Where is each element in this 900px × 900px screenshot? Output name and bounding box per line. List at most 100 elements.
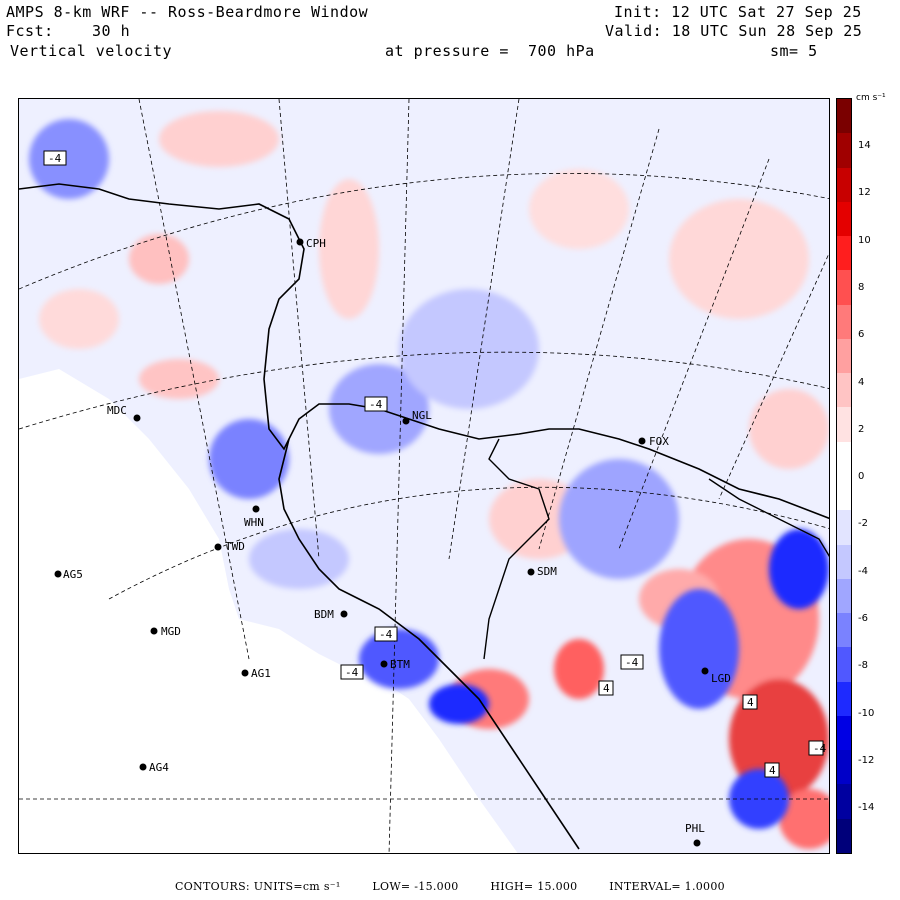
smoothing-label: sm= 5	[770, 42, 818, 60]
colorbar-cell	[837, 784, 851, 820]
svg-text:TWD: TWD	[225, 540, 245, 553]
contours-units: CONTOURS: UNITS=cm s⁻¹	[175, 880, 341, 893]
svg-text:SDM: SDM	[537, 565, 557, 578]
svg-text:-4: -4	[813, 742, 827, 755]
svg-text:4: 4	[603, 682, 610, 695]
svg-text:4: 4	[769, 764, 776, 777]
colorbar-tick-label: 0	[858, 471, 865, 483]
contour-info: CONTOURS: UNITS=cm s⁻¹ LOW= -15.000 HIGH…	[0, 880, 900, 893]
valid-time: Valid: 18 UTC Sun 28 Sep 25	[605, 22, 863, 40]
colorbar-cell	[837, 715, 851, 751]
colorbar-cell	[837, 818, 851, 854]
variable-label: Vertical velocity	[10, 42, 173, 60]
colorbar-cell	[837, 578, 851, 614]
svg-text:MGD: MGD	[161, 625, 181, 638]
init-time: Init: 12 UTC Sat 27 Sep 25	[614, 3, 862, 21]
colorbar-tick-label: -14	[858, 802, 875, 814]
contour-labels: -4 -4 -4 -4 -4 4 4 4 -4	[43, 150, 827, 778]
colorbar-cell	[837, 441, 851, 477]
svg-text:AG4: AG4	[149, 761, 169, 774]
station-phl: PHL	[685, 822, 705, 847]
colorbar-tick-label: 14	[858, 140, 871, 151]
colorbar-cell	[837, 407, 851, 443]
colorbar-tick-label: -8	[858, 660, 868, 672]
colorbar-cell	[837, 750, 851, 785]
station-mdc: MDC	[107, 404, 141, 422]
colorbar-tick-label: -6	[858, 613, 868, 624]
colorbar-cell	[837, 544, 851, 580]
map-canvas: -4 -4 -4 -4 -4 4 4 4 -4 CPH MDC NGL FOX …	[19, 99, 829, 853]
svg-text:FOX: FOX	[649, 435, 669, 448]
station-fox: FOX	[638, 435, 669, 448]
contour-label: -4	[620, 654, 644, 670]
station-cph: CPH	[296, 237, 326, 250]
svg-text:MDC: MDC	[107, 404, 127, 417]
colorbar	[836, 98, 852, 854]
colorbar-cell	[837, 99, 851, 134]
colorbar-tick-label: 2	[858, 423, 865, 435]
contour-label: -4	[43, 150, 67, 166]
colorbar-cell	[837, 201, 851, 237]
contours-high: HIGH= 15.000	[490, 880, 578, 893]
colorbar-cell	[837, 373, 851, 408]
contours-low: LOW= -15.000	[372, 880, 459, 893]
svg-text:-4: -4	[369, 398, 383, 411]
colorbar-tick-label: -12	[858, 754, 875, 766]
downward-motion-patches	[29, 119, 829, 829]
forecast-label: Fcst:	[6, 22, 54, 40]
grounding-line	[483, 438, 550, 660]
svg-text:AG1: AG1	[251, 667, 271, 680]
station-ag5: AG5	[54, 568, 83, 581]
svg-text:LGD: LGD	[711, 672, 731, 685]
svg-text:NGL: NGL	[412, 409, 432, 422]
contour-label: 4	[764, 762, 780, 778]
colorbar-units: cm s⁻¹	[856, 93, 886, 103]
station-whn: WHN	[244, 505, 264, 529]
svg-text:PHL: PHL	[685, 822, 705, 835]
pressure-level: at pressure = 700 hPa	[385, 42, 595, 60]
colorbar-tick-label: 6	[858, 329, 865, 341]
colorbar-tick-label: 10	[858, 234, 871, 246]
contour-label: -4	[364, 396, 388, 412]
svg-text:BTM: BTM	[390, 658, 410, 671]
colorbar-cell	[837, 338, 851, 374]
vertical-velocity-map: -4 -4 -4 -4 -4 4 4 4 -4 CPH MDC NGL FOX …	[18, 98, 830, 854]
colorbar-cell	[837, 681, 851, 717]
colorbar-tick-label: -10	[858, 707, 875, 719]
station-bdm: BDM	[314, 608, 348, 621]
colorbar-tick-label: 4	[858, 376, 865, 388]
svg-text:BDM: BDM	[314, 608, 334, 621]
contour-label: -4	[808, 740, 827, 756]
contours-interval: INTERVAL= 1.0000	[609, 880, 725, 893]
colorbar-cell	[837, 613, 851, 648]
colorbar-cell	[837, 270, 851, 306]
contour-label: 4	[598, 680, 614, 696]
svg-text:AG5: AG5	[63, 568, 83, 581]
svg-text:-4: -4	[625, 656, 639, 669]
station-lgd: LGD	[701, 667, 731, 685]
contour-label: -4	[374, 626, 398, 642]
transantarctic-coast	[278, 438, 580, 850]
no-data-region	[19, 369, 518, 853]
svg-text:WHN: WHN	[244, 516, 264, 529]
ross-ice-shelf-front	[19, 183, 829, 520]
station-sdm: SDM	[527, 565, 557, 578]
forecast-hours: 30 h	[92, 22, 131, 40]
colorbar-cell	[837, 236, 851, 271]
svg-text:CPH: CPH	[306, 237, 326, 250]
svg-text:-4: -4	[48, 152, 62, 165]
svg-text:4: 4	[747, 696, 754, 709]
station-btm: BTM	[380, 658, 410, 671]
colorbar-tick-label: -4	[858, 565, 868, 577]
station-ag1: AG1	[241, 667, 271, 680]
station-ngl: NGL	[402, 409, 432, 425]
colorbar-cell	[837, 476, 851, 511]
colorbar-cell	[837, 167, 851, 203]
map-title: AMPS 8-km WRF -- Ross-Beardmore Window	[6, 3, 369, 21]
station-twd: TWD	[214, 540, 245, 553]
colorbar-tick-label: 8	[858, 281, 865, 293]
colorbar-cell	[837, 133, 851, 169]
colorbar-cell	[837, 647, 851, 683]
contour-label: -4	[340, 664, 364, 680]
stations: CPH MDC NGL FOX WHN TWD AG5 SDM BDM MGD …	[54, 237, 731, 847]
